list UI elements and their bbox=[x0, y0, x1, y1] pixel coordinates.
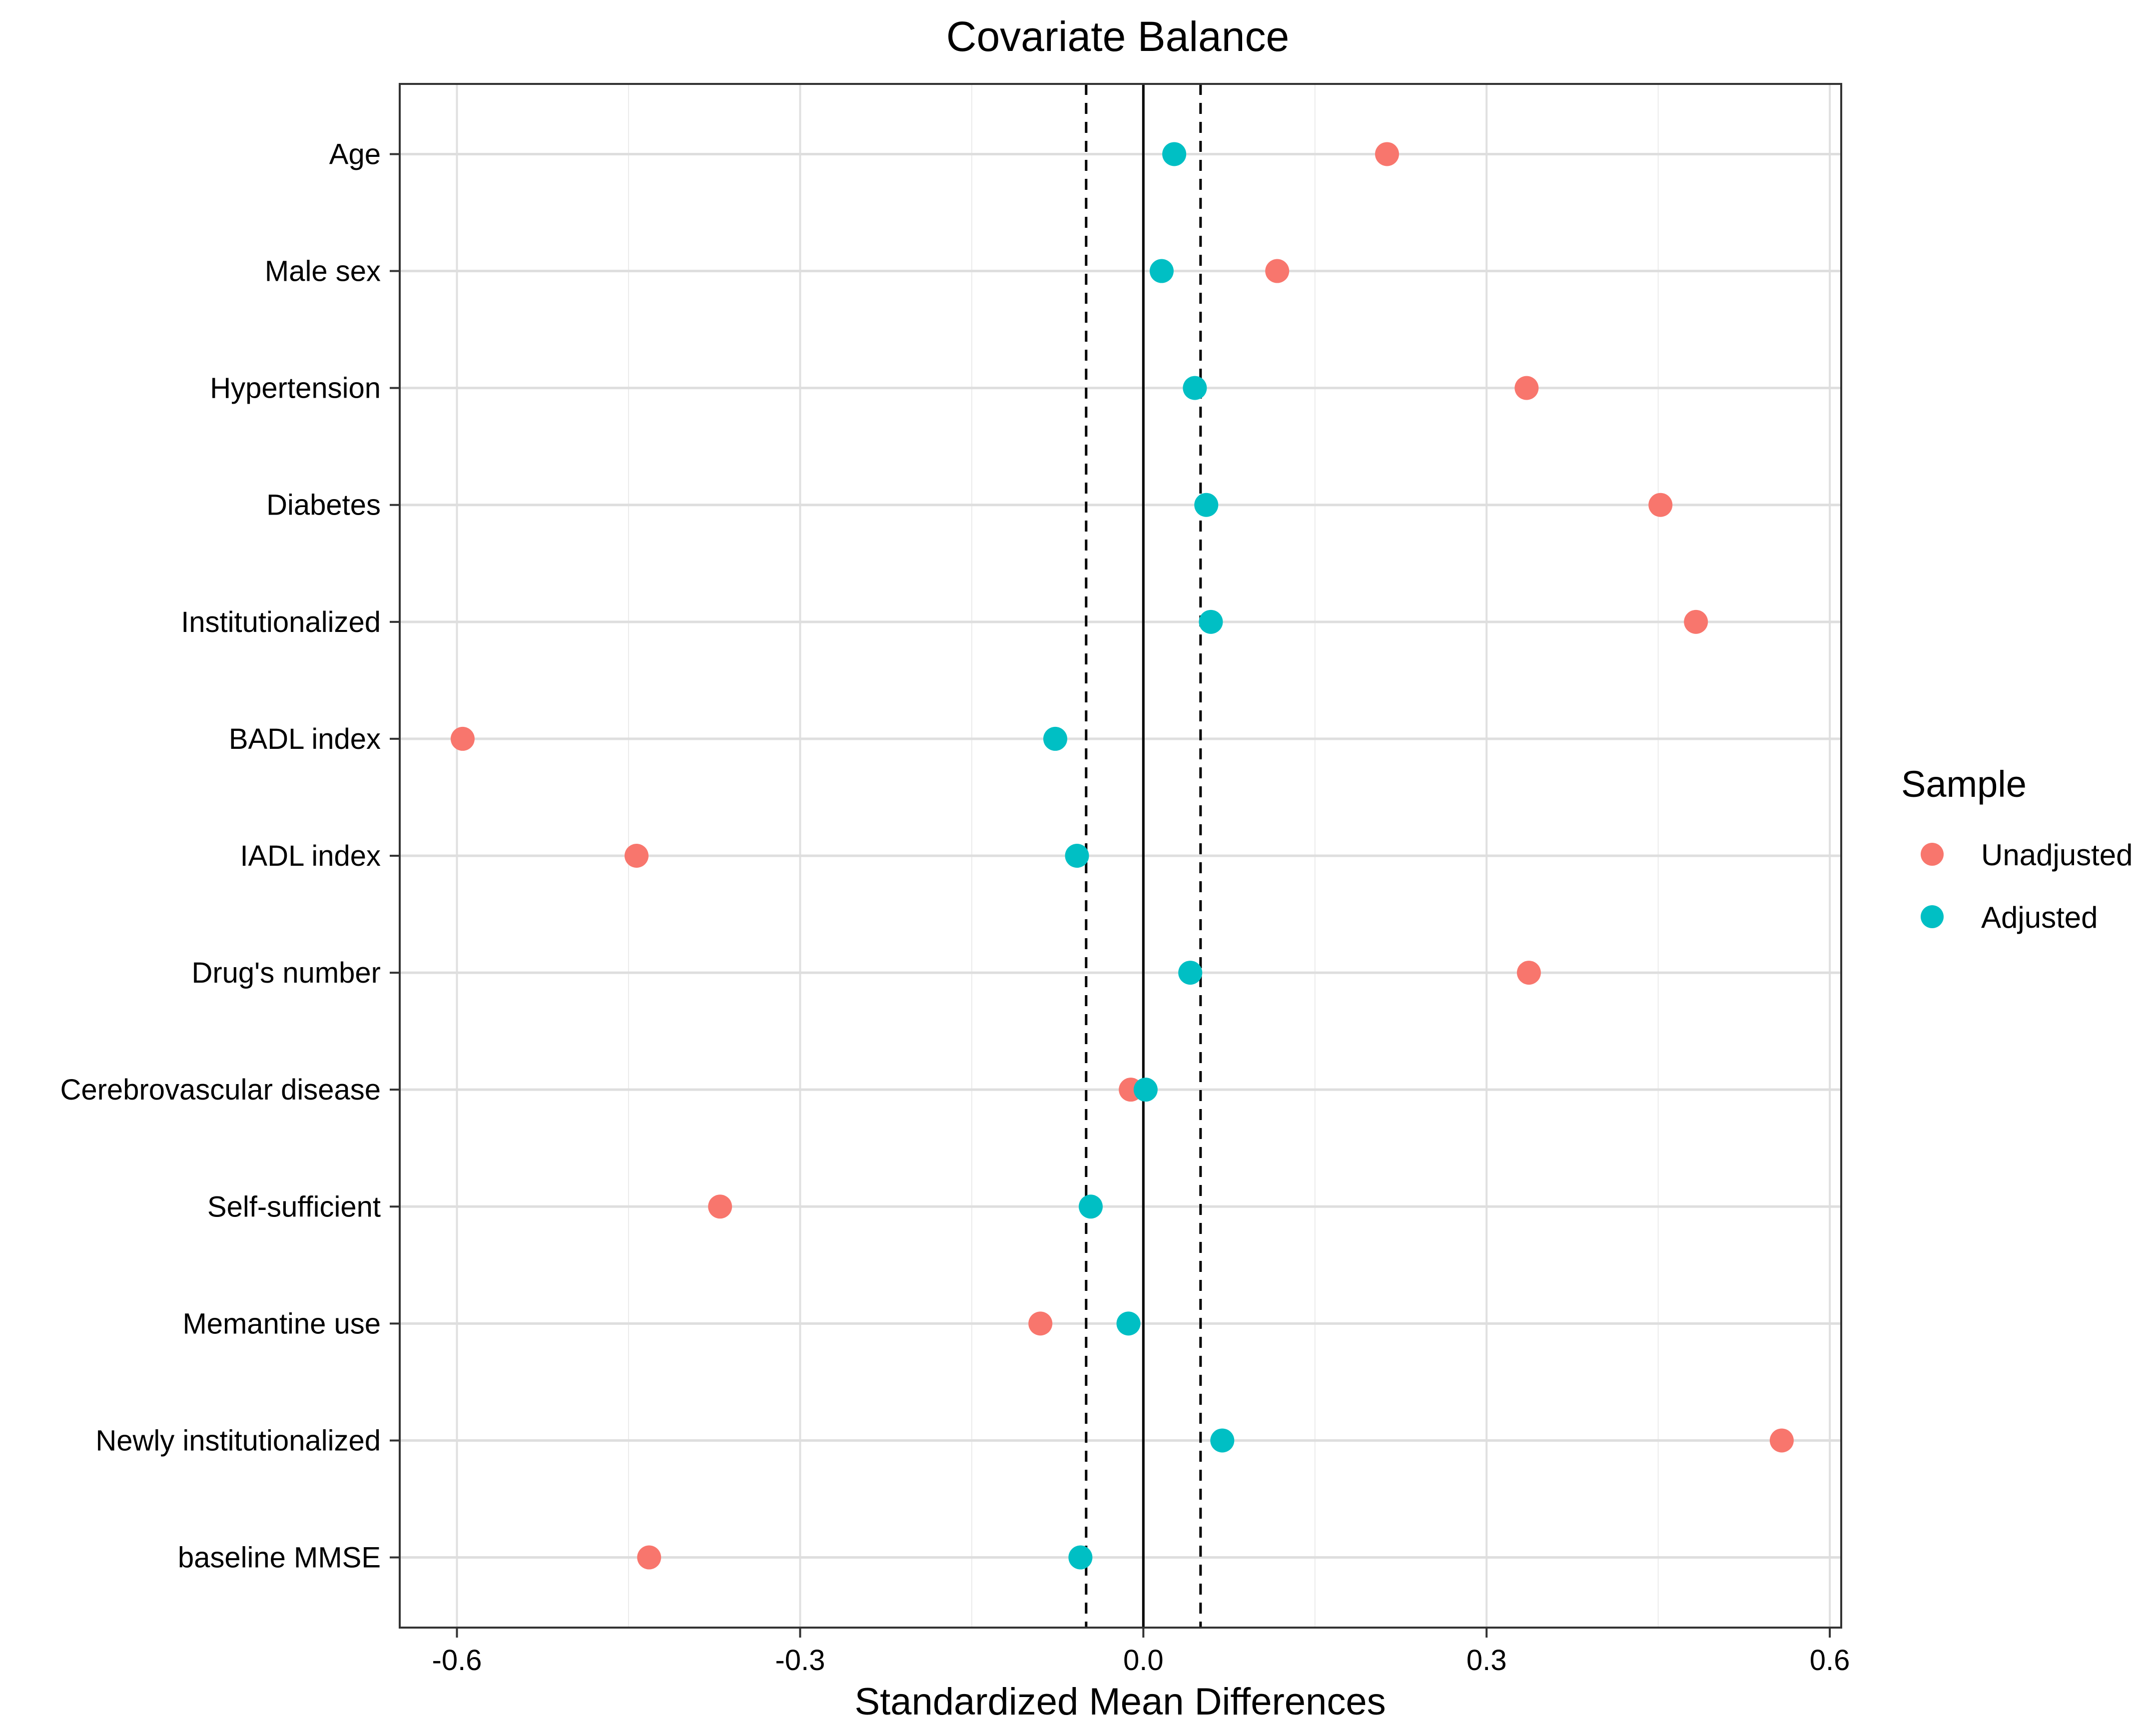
data-points bbox=[450, 142, 1794, 1570]
point-adjusted bbox=[1149, 259, 1174, 283]
y-tick-label: Drug's number bbox=[191, 957, 381, 989]
point-adjusted bbox=[1210, 1428, 1235, 1453]
legend-title: Sample bbox=[1901, 763, 2027, 805]
y-tick-label: IADL index bbox=[240, 840, 381, 872]
point-unadjusted bbox=[708, 1194, 732, 1219]
point-unadjusted bbox=[1265, 259, 1290, 283]
point-adjusted bbox=[1133, 1078, 1158, 1102]
gridlines bbox=[400, 84, 1841, 1628]
point-adjusted bbox=[1068, 1545, 1093, 1570]
legend-label-unadjusted: Unadjusted bbox=[1981, 838, 2133, 872]
point-adjusted bbox=[1183, 376, 1207, 400]
x-tick-label: 0.6 bbox=[1810, 1644, 1850, 1677]
point-unadjusted bbox=[1684, 609, 1708, 634]
y-tick-label: Diabetes bbox=[266, 489, 381, 522]
point-unadjusted bbox=[450, 726, 475, 751]
point-unadjusted bbox=[1514, 376, 1539, 400]
point-adjusted bbox=[1065, 844, 1089, 868]
point-unadjusted bbox=[1648, 493, 1673, 517]
axes: -0.6 -0.3 0.0 0.3 0.6 Age Male sex Hypertension… bbox=[60, 138, 1850, 1677]
y-tick-label: Male sex bbox=[265, 255, 381, 288]
y-tick-label: Cerebrovascular disease bbox=[60, 1074, 381, 1106]
legend-label-adjusted: Adjusted bbox=[1981, 901, 2098, 934]
point-unadjusted bbox=[1028, 1311, 1053, 1336]
y-tick-label: Hypertension bbox=[210, 372, 381, 405]
point-unadjusted bbox=[1516, 961, 1541, 985]
y-tick-label: Memantine use bbox=[182, 1307, 381, 1340]
point-adjusted bbox=[1078, 1194, 1103, 1219]
point-adjusted bbox=[1178, 961, 1203, 985]
y-tick-label: BADL index bbox=[229, 723, 381, 755]
point-adjusted bbox=[1162, 142, 1187, 166]
x-tick-label: -0.6 bbox=[432, 1644, 482, 1677]
y-tick-label: Age bbox=[329, 138, 381, 170]
legend-key-adjusted bbox=[1921, 905, 1944, 928]
legend-key-unadjusted bbox=[1921, 843, 1944, 866]
point-unadjusted bbox=[637, 1545, 662, 1570]
x-tick-label: 0.3 bbox=[1466, 1644, 1507, 1677]
y-tick-label: Institutionalized bbox=[181, 606, 381, 638]
point-unadjusted bbox=[1375, 142, 1399, 166]
point-adjusted bbox=[1043, 726, 1067, 751]
point-unadjusted bbox=[1769, 1428, 1794, 1453]
reference-lines bbox=[1085, 84, 1202, 1628]
y-tick-label: Self-sufficient bbox=[207, 1190, 381, 1223]
point-adjusted bbox=[1199, 609, 1223, 634]
point-unadjusted bbox=[624, 844, 649, 868]
x-tick-label: -0.3 bbox=[775, 1644, 825, 1677]
x-tick-label: 0.0 bbox=[1123, 1644, 1164, 1677]
y-tick-label: Newly institutionalized bbox=[95, 1424, 381, 1457]
point-adjusted bbox=[1194, 493, 1219, 517]
legend: Sample Unadjusted Adjusted bbox=[1901, 763, 2133, 934]
point-adjusted bbox=[1116, 1311, 1141, 1336]
x-axis-title: Standardized Mean Differences bbox=[854, 1681, 1386, 1723]
y-tick-label: baseline MMSE bbox=[178, 1542, 381, 1574]
chart-title: Covariate Balance bbox=[946, 13, 1289, 60]
